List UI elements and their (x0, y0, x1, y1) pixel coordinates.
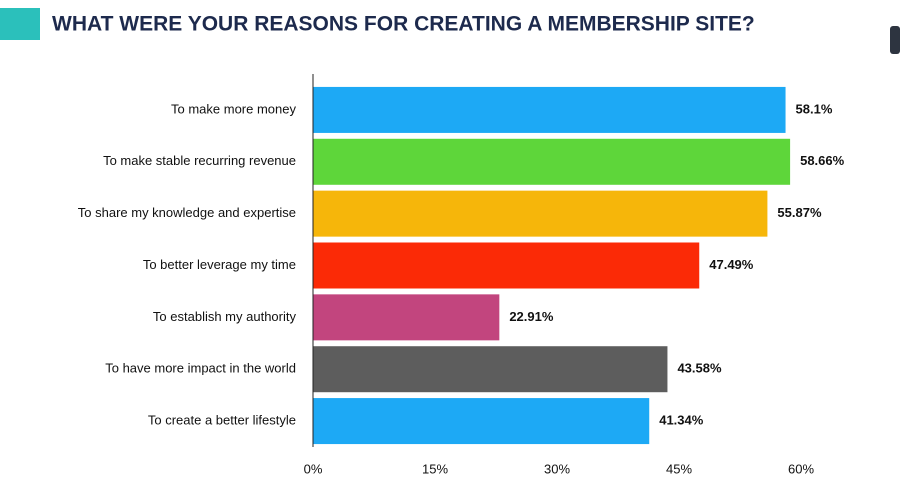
bar (313, 346, 668, 393)
title-accent (0, 8, 40, 40)
value-label: 58.66% (800, 153, 845, 168)
chart-title: WHAT WERE YOUR REASONS FOR CREATING A ME… (52, 13, 755, 36)
y-tick-label: To make more money (171, 101, 296, 116)
bar (313, 242, 700, 289)
value-label: 22.91% (509, 309, 554, 324)
bar (313, 294, 500, 341)
bar (313, 190, 768, 237)
y-tick-label: To better leverage my time (143, 257, 296, 272)
y-tick-label: To create a better lifestyle (148, 413, 296, 428)
bar (313, 138, 791, 185)
value-label: 43.58% (677, 361, 722, 376)
y-tick-label: To establish my authority (153, 309, 297, 324)
bar (313, 86, 786, 133)
value-label: 41.34% (659, 413, 704, 428)
value-label: 55.87% (777, 205, 822, 220)
value-label: 47.49% (709, 257, 754, 272)
value-label: 58.1% (796, 101, 833, 116)
y-tick-label: To make stable recurring revenue (103, 153, 296, 168)
x-tick-label: 45% (666, 461, 692, 476)
corner-tab (890, 26, 900, 54)
x-tick-label: 15% (422, 461, 448, 476)
x-tick-label: 0% (304, 461, 323, 476)
y-tick-label: To share my knowledge and expertise (78, 205, 296, 220)
x-tick-label: 30% (544, 461, 570, 476)
bar (313, 398, 650, 445)
x-tick-label: 60% (788, 461, 814, 476)
y-tick-label: To have more impact in the world (105, 361, 296, 376)
